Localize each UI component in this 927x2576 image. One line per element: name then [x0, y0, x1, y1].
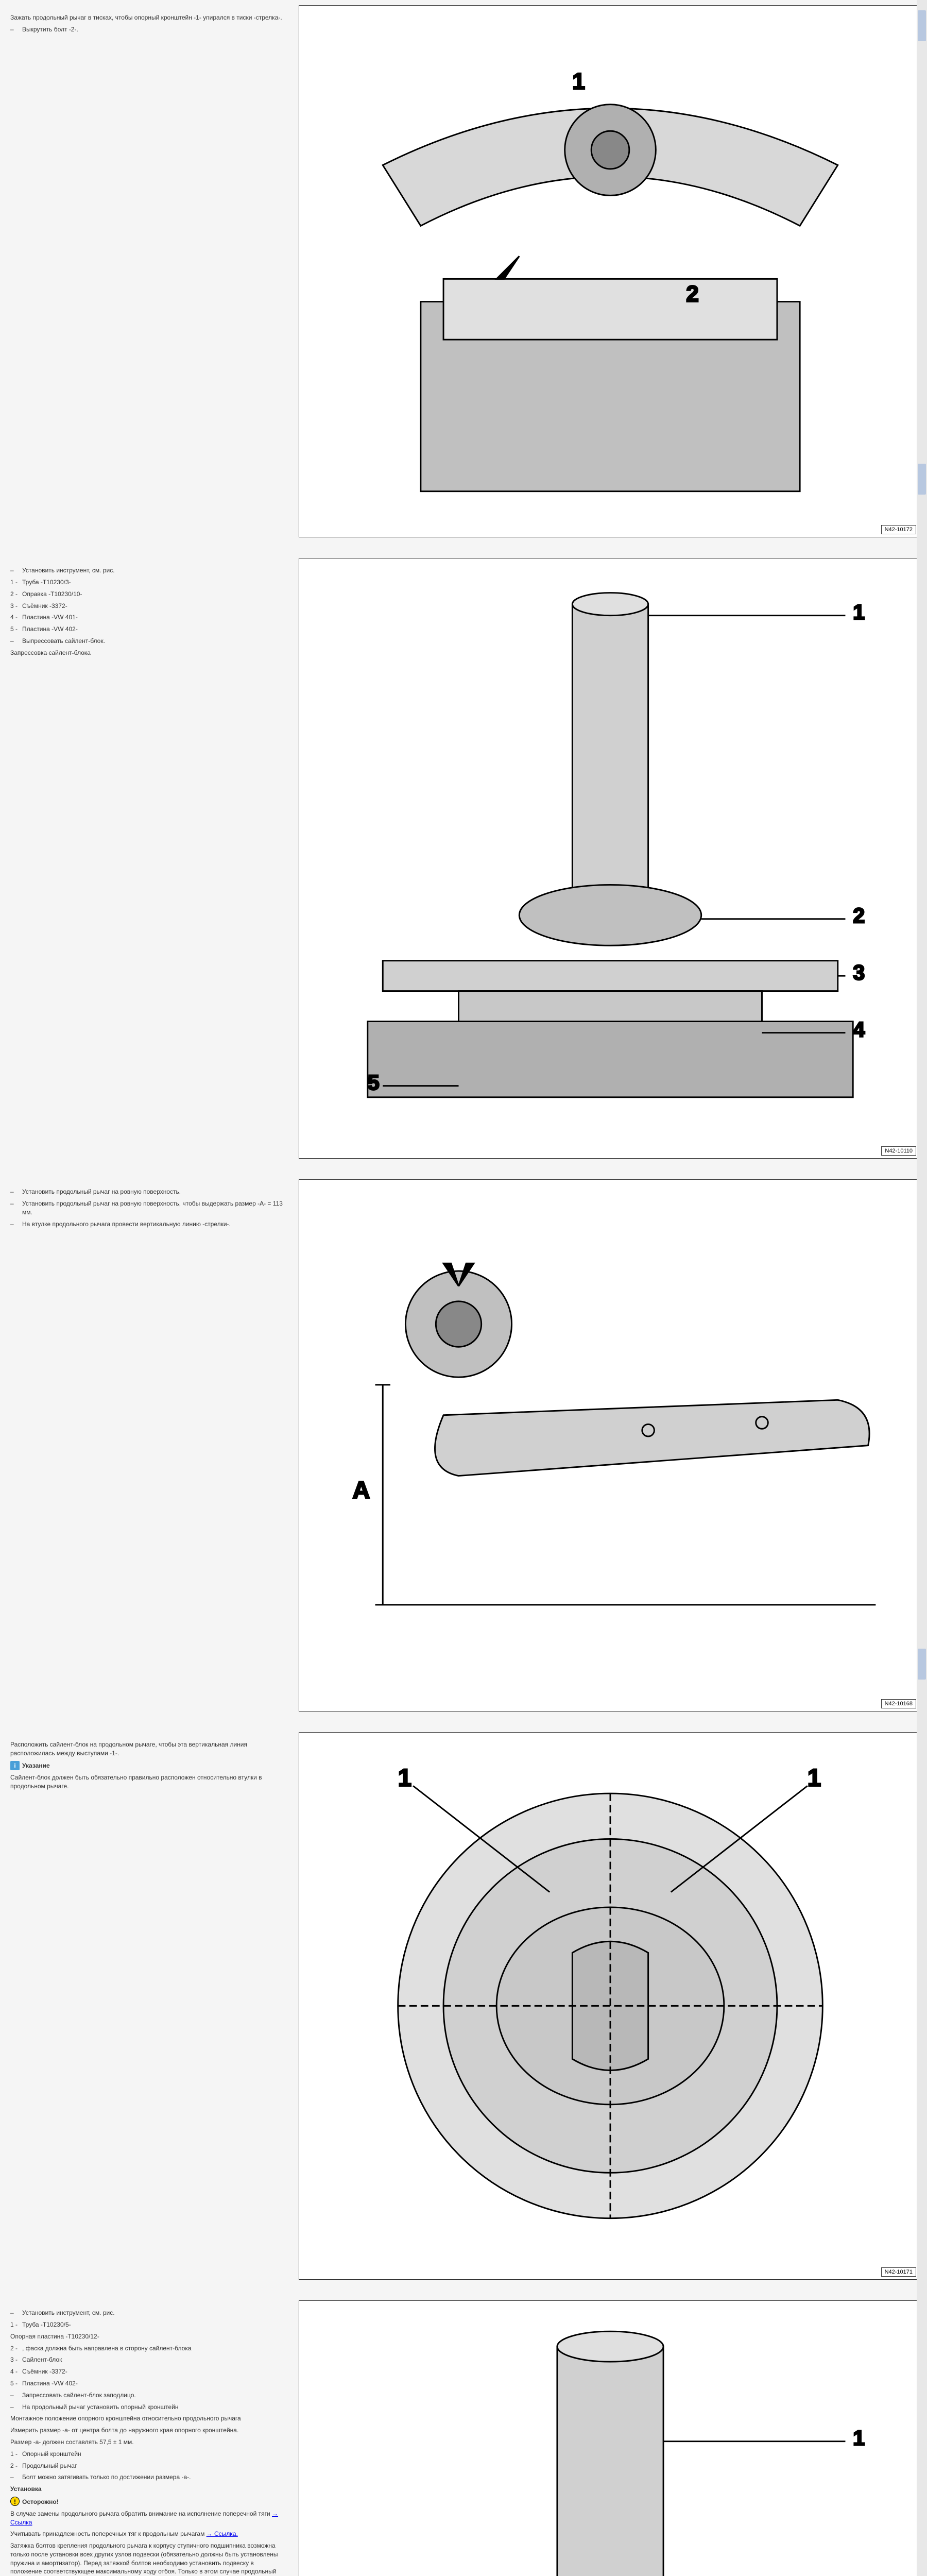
svg-text:3: 3 — [853, 961, 865, 985]
paragraph: Сайлент-блок должен быть обязательно пра… — [10, 1773, 283, 1791]
svg-text:1: 1 — [398, 1764, 411, 1791]
section-row: Зажать продольный рычаг в тисках, чтобы … — [0, 0, 927, 553]
page-content: Зажать продольный рычаг в тисках, чтобы … — [0, 0, 927, 2576]
scrollbar[interactable] — [917, 0, 927, 2576]
section-row: –Установить продольный рычаг на ровную п… — [0, 1174, 927, 1727]
paragraph-with-link: В случае замены продольного рычага обрат… — [10, 2510, 283, 2527]
numbered-item: 1 -Труба -T10230/3- — [10, 578, 283, 587]
warning-heading: !Осторожно! — [10, 2497, 283, 2506]
text-column: Расположить сайлент-блок на продольном р… — [5, 1732, 288, 2290]
dash-item: –Установить продольный рычаг на ровную п… — [10, 1188, 283, 1196]
info-icon: i — [10, 1761, 20, 1770]
section-row: –Установить инструмент, см. рис. 1 -Труба… — [0, 553, 927, 1174]
numbered-item: 2 -Оправка -T10230/10- — [10, 590, 283, 599]
numbered-item: 1 -Опорный кронштейн — [10, 2450, 283, 2459]
image-column: 11N42-10171 — [299, 1732, 922, 2290]
svg-text:2: 2 — [686, 282, 699, 307]
svg-text:2: 2 — [853, 904, 865, 927]
scroll-thumb[interactable] — [918, 464, 926, 495]
numbered-item: 3 -Съёмник -3372- — [10, 602, 283, 611]
paragraph: Измерить размер -a- от центра болта до н… — [10, 2426, 283, 2435]
paragraph-with-link: Учитывать принадлежность поперечных тяг … — [10, 2530, 283, 2538]
scroll-thumb[interactable] — [918, 1649, 926, 1680]
svg-text:1: 1 — [853, 2426, 865, 2450]
technical-diagram: A — [307, 1188, 914, 1703]
dash-item: –Выпрессовать сайлент-блок. — [10, 637, 283, 646]
figure: 1 2 3 4 5 N42-10110 — [299, 558, 922, 1159]
numbered-item: 5 -Пластина -VW 402- — [10, 625, 283, 634]
svg-text:A: A — [352, 1477, 370, 1504]
dash-item: –Установить инструмент, см. рис. — [10, 2309, 283, 2317]
numbered-item: 4 -Съёмник -3372- — [10, 2367, 283, 2376]
figure: 12345N42-10113 — [299, 2300, 922, 2576]
numbered-item: 3 -Сайлент-блок — [10, 2355, 283, 2364]
numbered-item: 5 -Пластина -VW 402- — [10, 2379, 283, 2388]
numbered-item: 2 -, фаска должна быть направлена в стор… — [10, 2344, 283, 2353]
paragraph: Размер -a- должен составлять 57,5 ± 1 мм… — [10, 2438, 283, 2447]
text-column: Зажать продольный рычаг в тисках, чтобы … — [5, 5, 288, 548]
figure-label: N42-10168 — [881, 1699, 916, 1708]
svg-text:5: 5 — [368, 1071, 380, 1094]
text-column: –Установить инструмент, см. рис. 1 -Труба… — [5, 558, 288, 1169]
numbered-item: 2 -Продольный рычаг — [10, 2462, 283, 2470]
image-column: 1 2 3 4 5 N42-10110 — [299, 558, 922, 1169]
technical-diagram: 12 — [307, 13, 914, 529]
figure: 11N42-10171 — [299, 1732, 922, 2280]
image-column: A N42-10168 — [299, 1179, 922, 1722]
link[interactable]: → Ссылка — [10, 2510, 278, 2526]
figure-label: N42-10110 — [881, 1146, 916, 1156]
section-row: Расположить сайлент-блок на продольном р… — [0, 1727, 927, 2295]
dash-item: –На втулке продольного рычага провести в… — [10, 1220, 283, 1229]
figure-label: N42-10172 — [881, 525, 916, 534]
svg-text:4: 4 — [853, 1018, 865, 1041]
svg-text:1: 1 — [853, 600, 865, 624]
technical-diagram: 12345 — [307, 2309, 914, 2576]
paragraph: Расположить сайлент-блок на продольном р… — [10, 1740, 283, 1758]
link[interactable]: → Ссылка. — [207, 2530, 238, 2537]
dash-item: –Запрессовать сайлент-блок заподлицо. — [10, 2391, 283, 2400]
numbered-item: 1 -Труба -T10230/5- — [10, 2320, 283, 2329]
paragraph: Монтажное положение опорного кронштейна … — [10, 2414, 283, 2423]
dash-item: –Болт можно затягивать только по достиже… — [10, 2473, 283, 2482]
numbered-item: 4 -Пластина -VW 401- — [10, 613, 283, 622]
image-column: 12345N42-10113a12N42-10166 — [299, 2300, 922, 2576]
dash-item: –На продольный рычаг установить опорный … — [10, 2403, 283, 2412]
dash-item: –Установить инструмент, см. рис. — [10, 566, 283, 575]
paragraph: Затяжка болтов крепления продольного рыч… — [10, 2541, 283, 2576]
warning-icon: ! — [10, 2497, 20, 2506]
paragraph: Зажать продольный рычаг в тисках, чтобы … — [10, 13, 283, 22]
svg-text:1: 1 — [808, 1764, 821, 1791]
section-row: –Установить инструмент, см. рис. 1 -Труба… — [0, 2295, 927, 2576]
svg-text:1: 1 — [572, 69, 585, 94]
bold-heading: Установка — [10, 2485, 283, 2494]
dash-item: –Выкрутить болт -2-. — [10, 25, 283, 34]
info-heading: iУказание — [10, 1761, 283, 1770]
text-column: –Установить продольный рычаг на ровную п… — [5, 1179, 288, 1722]
scroll-thumb[interactable] — [918, 10, 926, 41]
paragraph: Опорная пластина -T10230/12- — [10, 2332, 283, 2341]
figure: 12N42-10172 — [299, 5, 922, 537]
technical-diagram: 11 — [307, 1740, 914, 2272]
dash-item: –Установить продольный рычаг на ровную п… — [10, 1199, 283, 1217]
strikethrough-text: Запрессовка сайлент-блока — [10, 649, 283, 657]
image-column: 12N42-10172 — [299, 5, 922, 548]
text-column: –Установить инструмент, см. рис. 1 -Труба… — [5, 2300, 288, 2576]
technical-diagram: 1 2 3 4 5 — [307, 566, 914, 1150]
figure: A N42-10168 — [299, 1179, 922, 1711]
figure-label: N42-10171 — [881, 2267, 916, 2277]
